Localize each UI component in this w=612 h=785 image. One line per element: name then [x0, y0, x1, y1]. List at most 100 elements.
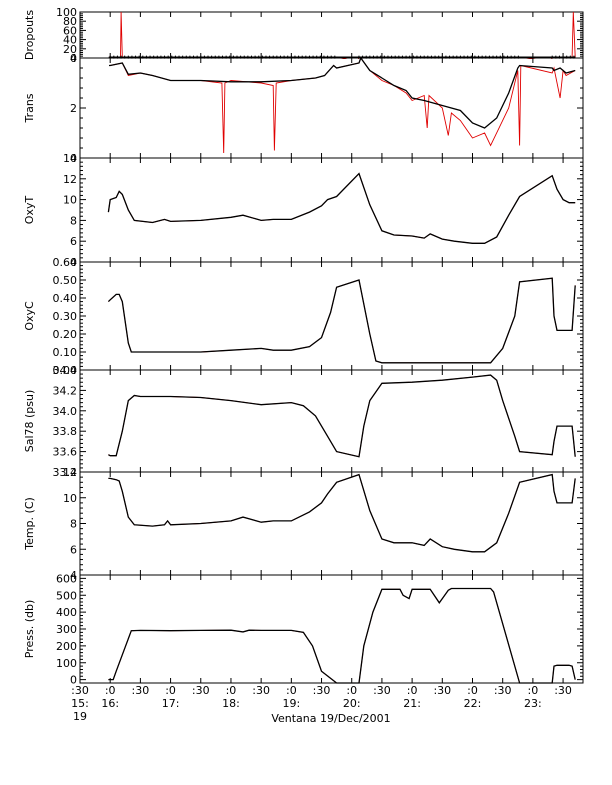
y-tick-label: 6 [70, 235, 77, 248]
series-raw-trans [109, 57, 576, 154]
series-smoothed-sal78 [108, 374, 576, 458]
x-tick-label-line2: 19: [282, 697, 300, 710]
panel-temp: 4 6 8 10 12 Temp. (C) [23, 466, 584, 582]
series-smoothed-trans [109, 57, 576, 129]
y-tick-label: 600 [56, 572, 77, 585]
y-tick-label: 14 [63, 152, 77, 165]
x-tick-label-line2: 22: [464, 697, 482, 710]
y-tick-label: 4 [70, 256, 77, 269]
y-tick-label: 100 [56, 657, 77, 670]
x-tick-label-line1: :30 [554, 684, 572, 697]
y-tick-label: 10 [63, 194, 77, 207]
panel-sal78: 33.4 33.6 33.8 34.0 34.2 34.4 Sal78 (psu) [23, 364, 584, 479]
x-tick-label-line3: 19 [73, 710, 87, 723]
y-tick-label: 40 [63, 34, 77, 47]
y-tick-label: 4 [70, 52, 77, 65]
panel-frame [79, 369, 584, 473]
y-tick-label: 12 [63, 173, 77, 186]
x-tick-label-line1: :30 [313, 684, 331, 697]
y-tick-label: 12 [63, 466, 77, 479]
panel-trans: 0 2 4 Trans [23, 52, 584, 165]
x-tick-label-line2: 21: [403, 697, 421, 710]
y-tick-label: 0.40 [53, 292, 78, 305]
y-tick-label: 34.0 [53, 405, 78, 418]
x-tick-label-line1: :30 [252, 684, 270, 697]
x-tick-label-line2: 16: [101, 697, 119, 710]
panel-frame [79, 261, 584, 371]
y-tick-label: 0 [70, 52, 77, 65]
y-tick-label: 200 [56, 640, 77, 653]
panel-press: 0 100 200 300 400 500 600 Press. (db) [23, 572, 584, 687]
chart-panels: 020406080100Dropouts024Trans468101214Oxy… [23, 6, 584, 687]
y-tick-label: 4 [70, 569, 77, 582]
panel-oxyc: 0.00 0.10 0.20 0.30 0.40 0.50 0.60 OxyC [23, 256, 584, 377]
y-tick-label: 0.50 [53, 274, 78, 287]
panel-frame [79, 471, 584, 576]
series-smoothed-oxyt [107, 172, 576, 244]
y-tick-label: 34.4 [53, 364, 78, 377]
series-raw-oxyt [107, 172, 576, 244]
y-tick-label: 8 [70, 518, 77, 531]
y-tick-label: 33.4 [53, 466, 78, 479]
panel-frame [79, 11, 584, 59]
panel-frame [79, 57, 584, 159]
x-tick-label-line1: :30 [373, 684, 391, 697]
series-smoothed-temp [108, 473, 576, 553]
y-tick-label: 6 [70, 543, 77, 556]
y-tick-label: 0 [70, 152, 77, 165]
x-tick-label-line1: :0 [407, 684, 418, 697]
y-tick-label: 33.8 [53, 425, 78, 438]
y-tick-label: 80 [63, 15, 77, 28]
y-tick-label: 0.10 [53, 346, 78, 359]
x-tick-label-line1: :30 [132, 684, 150, 697]
series-smoothed-oxyc [107, 277, 576, 364]
x-tick-label-line1: :30 [71, 684, 89, 697]
y-tick-label: 33.6 [53, 446, 78, 459]
y-tick-label: 0.60 [53, 256, 78, 269]
x-tick-label-line1: :30 [494, 684, 512, 697]
panel-oxyt: 4 6 8 10 12 14 OxyT [23, 152, 584, 269]
y-tick-label: 34.2 [53, 384, 78, 397]
y-tick-label: 0.00 [53, 364, 78, 377]
series-raw-temp [108, 474, 576, 553]
x-tick-label-line2: 20: [343, 697, 361, 710]
y-tick-label: 100 [56, 6, 77, 19]
y-axis-label-sal78: Sal78 (psu) [23, 390, 36, 453]
y-tick-label: 300 [56, 623, 77, 636]
y-tick-label: 500 [56, 589, 77, 602]
y-tick-label: 60 [63, 24, 77, 37]
y-axis-label-dropouts: Dropouts [23, 10, 36, 60]
x-tick-label-line1: :30 [192, 684, 210, 697]
panel-frame [79, 157, 584, 263]
y-tick-label: 0 [70, 674, 77, 687]
y-tick-label: 2 [70, 102, 77, 115]
x-tick-label-line2: 15: [71, 697, 89, 710]
y-axis-label-press: Press. (db) [23, 600, 36, 659]
x-tick-label-line2: 23: [524, 697, 542, 710]
series-raw-sal78 [108, 374, 576, 458]
x-tick-label-line1: :0 [165, 684, 176, 697]
x-tick-label-line1: :0 [346, 684, 357, 697]
y-tick-label: 0.30 [53, 310, 78, 323]
series-smoothed-press [108, 587, 576, 684]
x-tick-label-line2: 17: [162, 697, 180, 710]
y-tick-label: 20 [63, 43, 77, 56]
series-raw-dropouts [109, 11, 576, 59]
x-tick-label-line2: 18: [222, 697, 240, 710]
y-tick-label: 0.20 [53, 328, 78, 341]
y-tick-label: 400 [56, 606, 77, 619]
x-axis: :3015:19:016::30:017::30:018::30:019::30… [71, 684, 572, 723]
x-tick-label-line1: :30 [433, 684, 451, 697]
y-axis-label-oxyc: OxyC [23, 301, 36, 331]
x-tick-label-line1: :0 [286, 684, 297, 697]
x-tick-label-line1: :0 [467, 684, 478, 697]
y-axis-label-trans: Trans [23, 93, 36, 123]
panel-frame [79, 574, 584, 684]
series-raw-press [108, 588, 576, 684]
y-axis-label-temp: Temp. (C) [23, 497, 36, 551]
y-tick-label: 10 [63, 492, 77, 505]
y-axis-label-oxyt: OxyT [23, 196, 36, 225]
x-tick-label-line1: :0 [528, 684, 539, 697]
